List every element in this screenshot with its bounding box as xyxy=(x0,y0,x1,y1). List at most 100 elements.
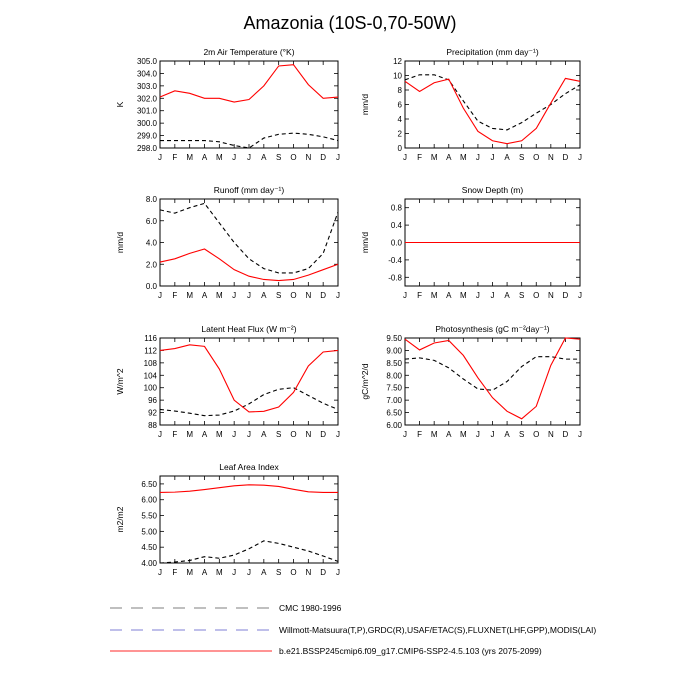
x-tick-label: M xyxy=(186,153,193,162)
series-line-observed xyxy=(160,132,339,149)
panel-3: Runoff (mm day⁻¹)mm/d8.06.04.02.00.0J F M A… xyxy=(115,185,340,300)
x-tick-label: A xyxy=(202,568,208,577)
y-tick-label: 301.0 xyxy=(137,107,158,116)
x-tick-label: J xyxy=(336,291,340,300)
x-tick-label: J xyxy=(232,153,236,162)
y-tick-label: 100 xyxy=(144,384,158,393)
y-tick-label: 303.0 xyxy=(137,82,158,91)
series-line-model xyxy=(159,64,339,103)
y-tick-label: 5.00 xyxy=(141,527,157,536)
y-tick-label: 0.0 xyxy=(391,239,403,248)
x-tick-label: S xyxy=(519,153,524,162)
x-tick-label: J xyxy=(403,430,407,439)
x-tick-label: J xyxy=(491,430,495,439)
x-tick-label: J xyxy=(403,153,407,162)
y-tick-label: 6.00 xyxy=(386,421,402,430)
y-tick-label: 2 xyxy=(398,130,403,139)
y-tick-label: 6.0 xyxy=(146,217,158,226)
x-tick-label: A xyxy=(261,430,267,439)
x-tick-label: A xyxy=(446,291,452,300)
x-tick-label: A xyxy=(202,430,208,439)
y-tick-label: 7.00 xyxy=(386,396,402,405)
x-tick-label: J xyxy=(476,430,480,439)
x-tick-label: J xyxy=(336,153,340,162)
x-tick-label: S xyxy=(276,568,281,577)
x-tick-label: J xyxy=(247,568,251,577)
x-tick-label: A xyxy=(504,291,510,300)
y-tick-label: 5.50 xyxy=(141,512,157,521)
x-tick-label: M xyxy=(431,291,438,300)
x-tick-label: N xyxy=(548,430,554,439)
x-tick-label: M xyxy=(186,291,193,300)
y-tick-label: 9.00 xyxy=(386,346,402,355)
x-tick-label: S xyxy=(276,430,281,439)
y-tick-label: 10 xyxy=(393,72,402,81)
x-tick-label: A xyxy=(261,291,267,300)
y-tick-label: 108 xyxy=(144,359,158,368)
x-tick-label: A xyxy=(261,568,267,577)
series-line-model xyxy=(404,77,581,145)
panel-title: 2m Air Temperature (°K) xyxy=(203,47,294,57)
x-tick-label: N xyxy=(548,291,554,300)
y-axis-label: W/m^2 xyxy=(115,368,125,394)
y-tick-label: 304.0 xyxy=(137,69,158,78)
y-tick-label: -0.4 xyxy=(388,256,402,265)
x-tick-label: J xyxy=(158,291,162,300)
x-tick-label: O xyxy=(533,291,539,300)
x-tick-label: D xyxy=(320,568,326,577)
x-tick-label: J xyxy=(247,153,251,162)
figure-title: Amazonia (10S-0,70-50W) xyxy=(243,13,456,33)
x-tick-label: J xyxy=(247,291,251,300)
y-tick-label: 9.50 xyxy=(386,334,402,343)
x-tick-label: J xyxy=(578,291,582,300)
x-tick-label: M xyxy=(431,430,438,439)
y-tick-label: 0.8 xyxy=(391,204,403,213)
x-tick-label: A xyxy=(202,291,208,300)
x-tick-label: J xyxy=(578,153,582,162)
y-tick-label: 112 xyxy=(144,346,157,355)
y-tick-label: 6.50 xyxy=(386,409,402,418)
x-tick-label: M xyxy=(216,153,223,162)
panel-title: Photosynthesis (gC m⁻²day⁻¹) xyxy=(435,324,549,334)
series-line-model xyxy=(159,248,339,282)
x-tick-label: F xyxy=(417,153,422,162)
x-tick-label: N xyxy=(305,153,311,162)
y-axis-label: mm/d xyxy=(360,232,370,254)
x-tick-label: S xyxy=(519,430,524,439)
x-tick-label: A xyxy=(446,430,452,439)
y-tick-label: 302.0 xyxy=(137,94,158,103)
y-tick-label: 298.0 xyxy=(137,144,158,153)
series-line-observed xyxy=(404,74,581,131)
x-tick-label: M xyxy=(431,153,438,162)
x-tick-label: M xyxy=(186,568,193,577)
x-tick-label: N xyxy=(548,153,554,162)
x-tick-label: J xyxy=(158,568,162,577)
x-tick-label: O xyxy=(290,291,296,300)
x-tick-label: N xyxy=(305,568,311,577)
y-axis-label: mm/d xyxy=(115,232,125,254)
series-line-observed xyxy=(159,387,339,417)
series-line-model xyxy=(159,484,338,494)
y-tick-label: -0.8 xyxy=(388,273,402,282)
y-tick-label: 116 xyxy=(144,334,157,343)
x-tick-label: A xyxy=(504,153,510,162)
panel-title: Latent Heat Flux (W m⁻²) xyxy=(201,324,296,334)
x-tick-label: M xyxy=(216,291,223,300)
y-tick-label: 300.0 xyxy=(137,119,158,128)
x-tick-label: A xyxy=(261,153,267,162)
x-tick-label: F xyxy=(417,291,422,300)
legend: CMC 1980-1996 Willmott-Matsuura(T,P),GRDC… xyxy=(110,603,596,656)
y-tick-label: 6.00 xyxy=(141,496,157,505)
y-tick-label: 104 xyxy=(144,371,158,380)
y-tick-label: 92 xyxy=(148,409,157,418)
panel-title: Snow Depth (m) xyxy=(462,185,524,195)
x-tick-label: O xyxy=(290,153,296,162)
x-tick-label: S xyxy=(519,291,524,300)
panel-6: Photosynthesis (gC m⁻²day⁻¹) gC/m^2/d 9.50… xyxy=(360,324,582,439)
x-tick-label: O xyxy=(533,153,539,162)
legend-label: b.e21.BSSP245cmip6.f09_g17.CMIP6-SSP2-4.… xyxy=(279,646,542,656)
x-tick-label: D xyxy=(320,291,326,300)
x-tick-label: J xyxy=(232,568,236,577)
y-axis-label: K xyxy=(115,101,125,107)
